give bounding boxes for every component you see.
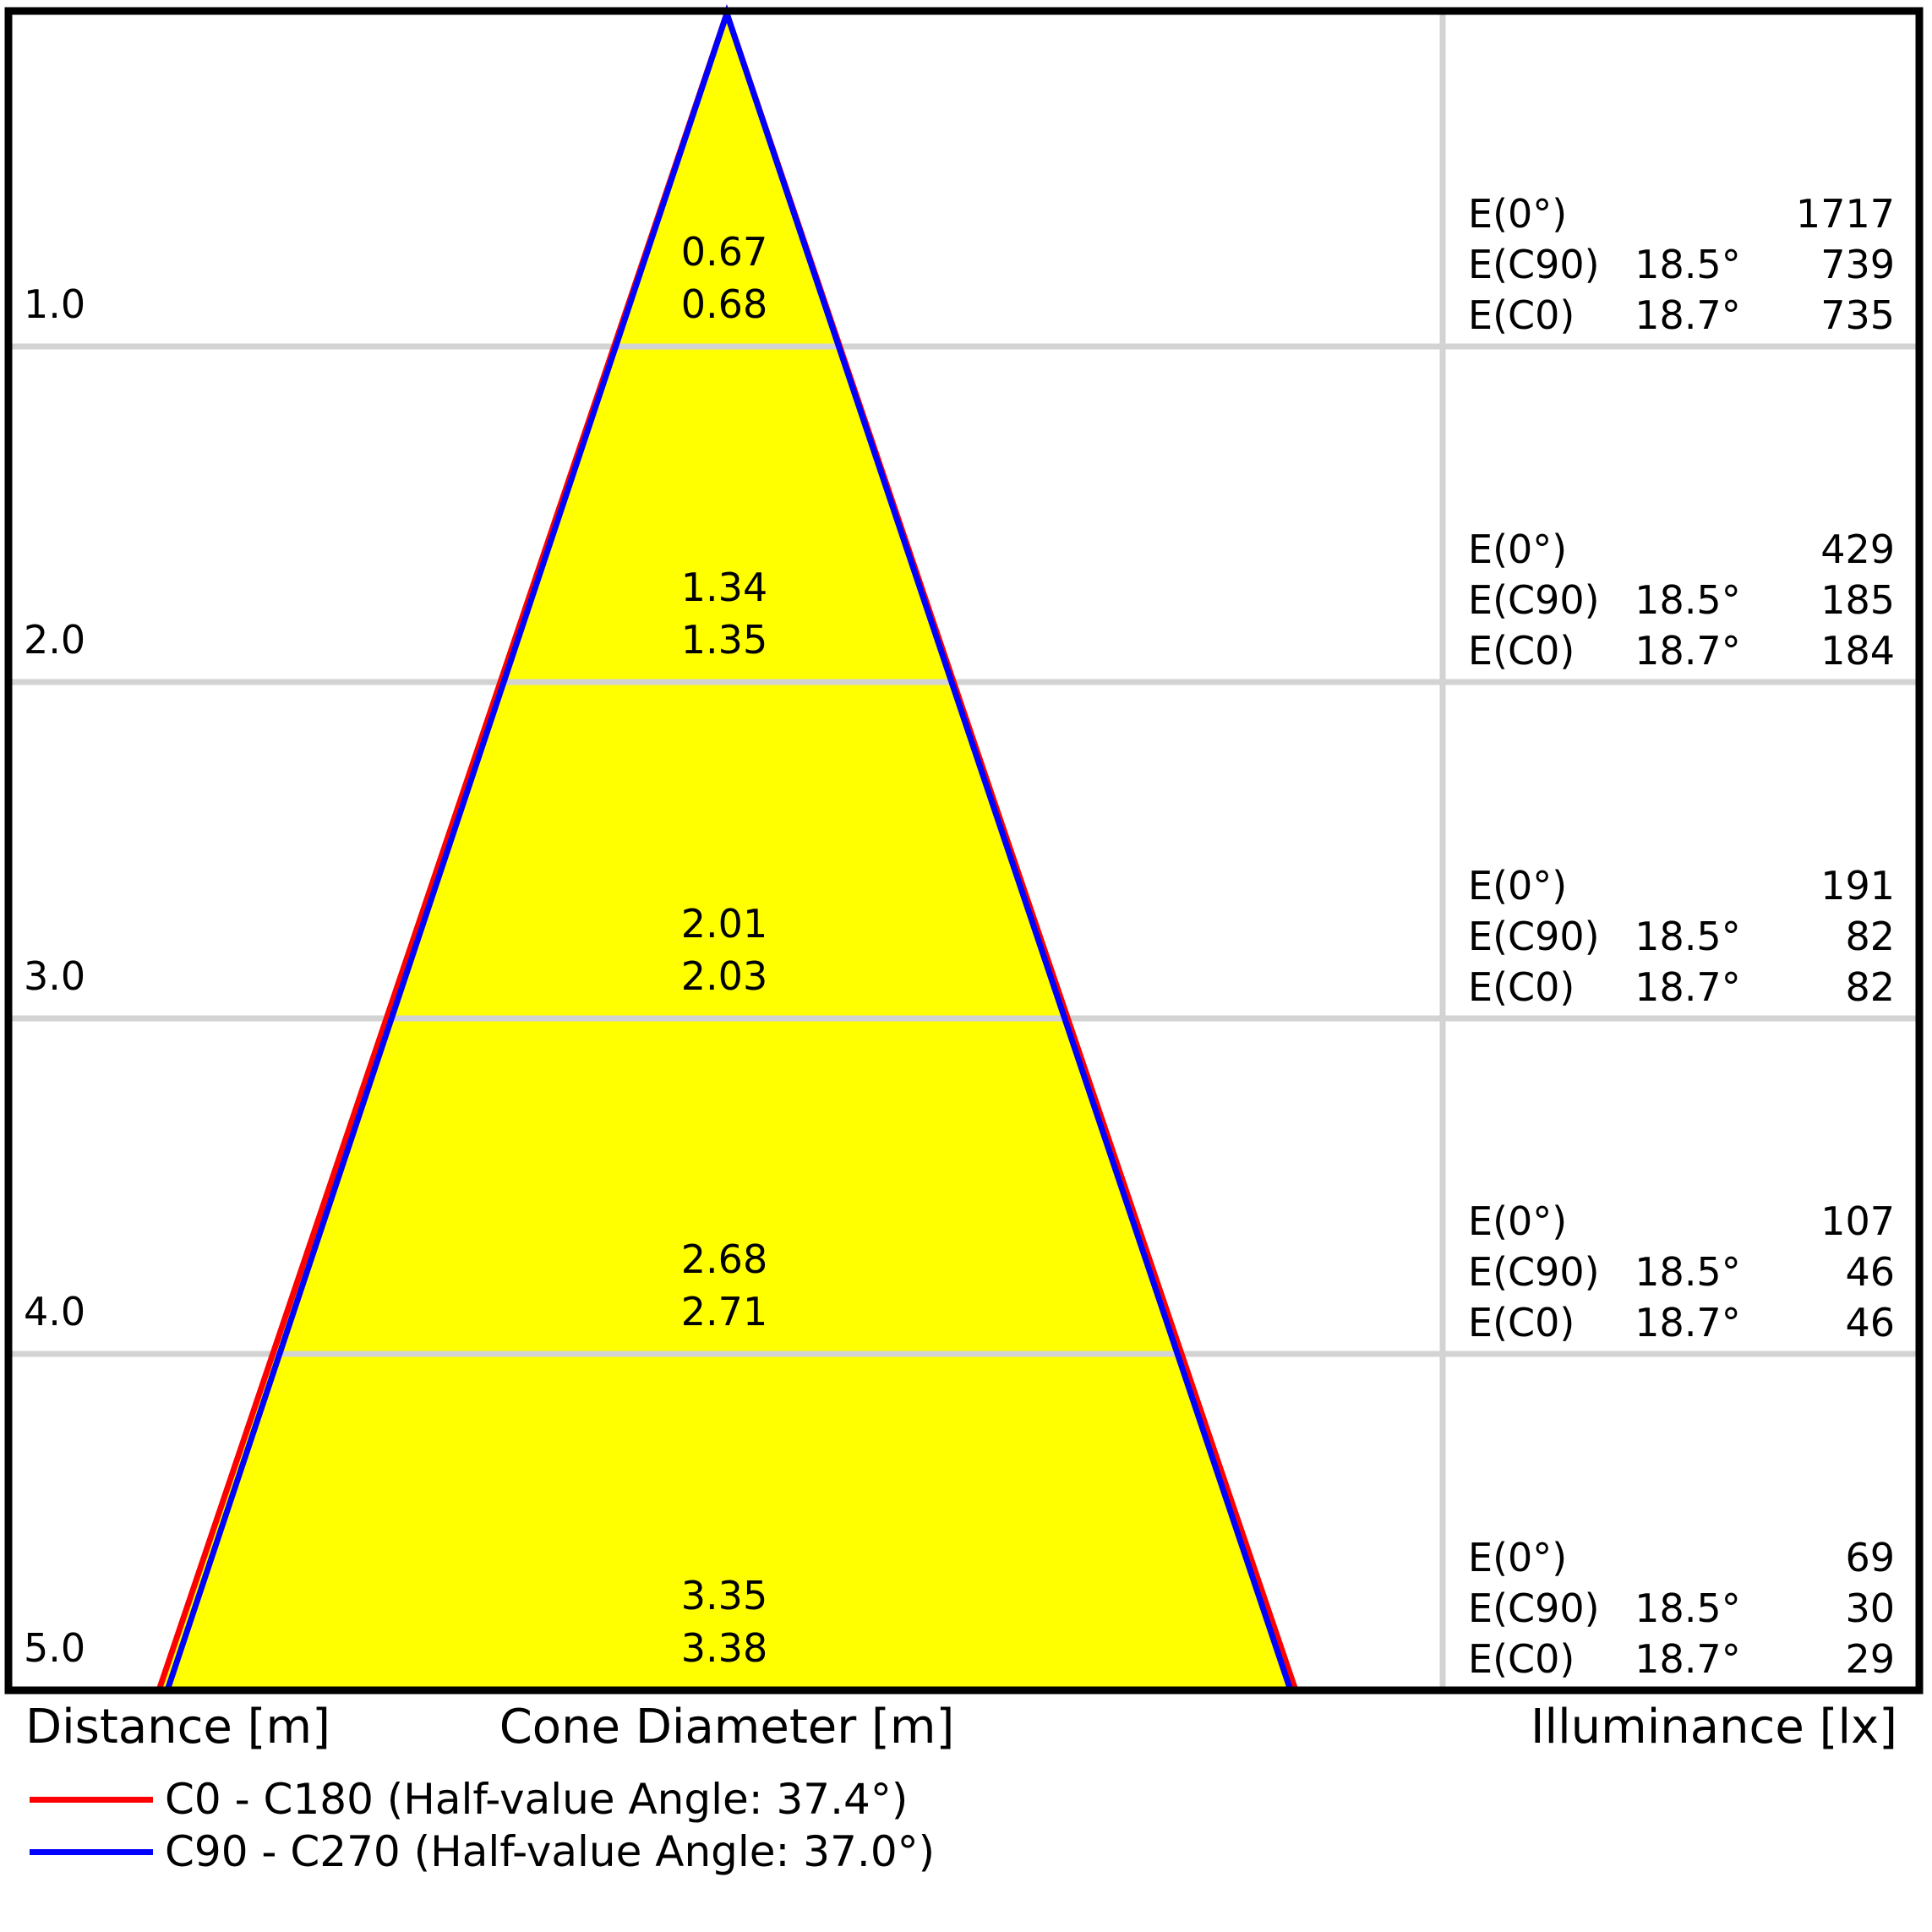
cone-diameter-c0-value: 2.03 xyxy=(680,953,768,999)
ec0-value: 46 xyxy=(1845,1300,1895,1345)
ec0-value: 29 xyxy=(1845,1636,1895,1682)
cone-diameter-pair: 2.01 2.03 xyxy=(681,898,767,1002)
column-header-cone-diameter: Cone Diameter [m] xyxy=(499,1700,955,1755)
cone-diameter-c90-value: 0.67 xyxy=(680,229,768,275)
cone-diameter-c0-value: 0.68 xyxy=(680,281,768,327)
ec0-value: 184 xyxy=(1820,628,1895,674)
ec0-angle: 18.7° xyxy=(1635,292,1741,338)
ec0-value: 735 xyxy=(1820,292,1895,338)
legend: C0 - C180 (Half-value Angle: 37.4°) C90 … xyxy=(30,1773,935,1878)
e0-value: 69 xyxy=(1845,1535,1895,1580)
ec90-value: 30 xyxy=(1845,1585,1895,1631)
ec90-label: E(C90) xyxy=(1468,1585,1600,1631)
e0-value: 1717 xyxy=(1795,191,1895,237)
ec0-angle: 18.7° xyxy=(1635,1636,1741,1682)
column-header-distance: Distance [m] xyxy=(25,1700,330,1755)
e0-label: E(0°) xyxy=(1468,191,1568,237)
ec90-value: 46 xyxy=(1845,1249,1895,1295)
e0-value: 429 xyxy=(1820,527,1895,572)
ec90-value: 82 xyxy=(1845,914,1895,959)
ec0-value: 82 xyxy=(1845,964,1895,1010)
illuminance-block: E(0°) 69 E(C90) 18.5° 30 E(C0) 18.7° 29 xyxy=(1468,1532,1895,1684)
illuminance-block: E(0°) 107 E(C90) 18.5° 46 E(C0) 18.7° 46 xyxy=(1468,1196,1895,1348)
illuminance-block: E(0°) 429 E(C90) 18.5° 185 E(C0) 18.7° 1… xyxy=(1468,524,1895,676)
ec0-angle: 18.7° xyxy=(1635,964,1741,1010)
ec0-label: E(C0) xyxy=(1468,628,1575,674)
legend-item-c0: C0 - C180 (Half-value Angle: 37.4°) xyxy=(30,1773,935,1826)
distance-label: 4.0 xyxy=(24,1289,86,1334)
e0-label: E(0°) xyxy=(1468,527,1568,572)
cone-diameter-pair: 0.67 0.68 xyxy=(681,226,767,330)
ec90-value: 185 xyxy=(1820,577,1895,623)
ec90-label: E(C90) xyxy=(1468,914,1600,959)
e0-label: E(0°) xyxy=(1468,1535,1568,1580)
cone-diameter-c90-value: 2.68 xyxy=(680,1236,768,1282)
ec0-label: E(C0) xyxy=(1468,1636,1575,1682)
ec90-angle: 18.5° xyxy=(1635,1249,1741,1295)
ec90-angle: 18.5° xyxy=(1635,1585,1741,1631)
cone-diameter-c90-value: 2.01 xyxy=(680,901,768,947)
distance-label: 2.0 xyxy=(24,617,86,663)
chart-border xyxy=(4,7,1924,1695)
cone-diameter-c90-value: 1.34 xyxy=(680,565,768,610)
legend-label-c0: C0 - C180 (Half-value Angle: 37.4°) xyxy=(165,1775,909,1824)
ec0-label: E(C0) xyxy=(1468,1300,1575,1345)
legend-line-blue-icon xyxy=(30,1848,153,1855)
cone-diameter-c0-value: 2.71 xyxy=(680,1289,768,1334)
distance-label: 3.0 xyxy=(24,953,86,999)
cone-diameter-pair: 3.35 3.38 xyxy=(681,1569,767,1674)
ec90-angle: 18.5° xyxy=(1635,577,1741,623)
ec90-angle: 18.5° xyxy=(1635,242,1741,287)
ec0-label: E(C0) xyxy=(1468,964,1575,1010)
column-header-illuminance: Illuminance [lx] xyxy=(1531,1700,1897,1755)
ec0-angle: 18.7° xyxy=(1635,1300,1741,1345)
ec0-angle: 18.7° xyxy=(1635,628,1741,674)
e0-label: E(0°) xyxy=(1468,863,1568,909)
legend-label-c90: C90 - C270 (Half-value Angle: 37.0°) xyxy=(165,1827,936,1876)
legend-line-red-icon xyxy=(30,1796,153,1803)
cone-diameter-pair: 2.68 2.71 xyxy=(681,1233,767,1338)
e0-value: 107 xyxy=(1820,1198,1895,1244)
cone-diameter-c0-value: 3.38 xyxy=(680,1625,768,1671)
cone-diameter-c0-value: 1.35 xyxy=(680,617,768,663)
e0-value: 191 xyxy=(1820,863,1895,909)
cone-diameter-c90-value: 3.35 xyxy=(680,1573,768,1618)
distance-label: 1.0 xyxy=(24,281,86,327)
e0-label: E(0°) xyxy=(1468,1198,1568,1244)
cone-fill-shape xyxy=(159,14,1296,1690)
ec90-label: E(C90) xyxy=(1468,1249,1600,1295)
cone-diameter-pair: 1.34 1.35 xyxy=(681,561,767,666)
distance-label: 5.0 xyxy=(24,1625,86,1671)
illuminance-block: E(0°) 1717 E(C90) 18.5° 739 E(C0) 18.7° … xyxy=(1468,188,1895,341)
ec90-angle: 18.5° xyxy=(1635,914,1741,959)
legend-item-c90: C90 - C270 (Half-value Angle: 37.0°) xyxy=(30,1826,935,1878)
ec90-value: 739 xyxy=(1820,242,1895,287)
ec90-label: E(C90) xyxy=(1468,577,1600,623)
ec90-label: E(C90) xyxy=(1468,242,1600,287)
illuminance-block: E(0°) 191 E(C90) 18.5° 82 E(C0) 18.7° 82 xyxy=(1468,860,1895,1012)
ec0-label: E(C0) xyxy=(1468,292,1575,338)
